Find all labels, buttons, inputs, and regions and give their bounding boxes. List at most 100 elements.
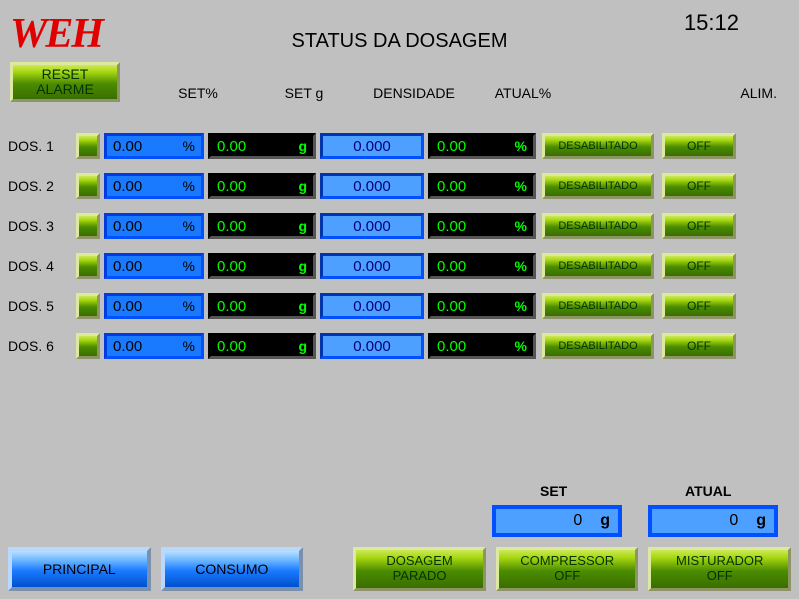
row-label: DOS. 2 bbox=[8, 178, 76, 194]
row-indicator-button[interactable] bbox=[76, 213, 100, 239]
set-g-field: 0.00 g bbox=[208, 293, 316, 319]
misturador-button[interactable]: MISTURADOR OFF bbox=[648, 547, 791, 591]
set-pct-value: 0.00 bbox=[113, 258, 142, 275]
densidade-field[interactable]: 0.000 bbox=[320, 253, 424, 279]
principal-button[interactable]: PRINCIPAL bbox=[8, 547, 151, 591]
set-g-field: 0.00 g bbox=[208, 173, 316, 199]
set-pct-field[interactable]: 0.00 % bbox=[104, 213, 204, 239]
set-g-field: 0.00 g bbox=[208, 333, 316, 359]
alim-button[interactable]: OFF bbox=[662, 173, 736, 199]
set-pct-field[interactable]: 0.00 % bbox=[104, 173, 204, 199]
set-pct-value: 0.00 bbox=[113, 178, 142, 195]
unit-pct: % bbox=[515, 218, 527, 234]
densidade-field[interactable]: 0.000 bbox=[320, 213, 424, 239]
consumo-button[interactable]: CONSUMO bbox=[161, 547, 304, 591]
table-row: DOS. 1 0.00 % 0.00 g 0.000 0.00 % DESABI… bbox=[8, 126, 791, 166]
row-indicator-button[interactable] bbox=[76, 293, 100, 319]
densidade-field[interactable]: 0.000 bbox=[320, 133, 424, 159]
alim-button[interactable]: OFF bbox=[662, 293, 736, 319]
set-pct-field[interactable]: 0.00 % bbox=[104, 133, 204, 159]
page-title: STATUS DA DOSAGEM bbox=[0, 30, 799, 53]
dosagem-button[interactable]: DOSAGEM PARADO bbox=[353, 547, 486, 591]
row-label: DOS. 1 bbox=[8, 138, 76, 154]
habilitado-button[interactable]: DESABILITADO bbox=[542, 293, 654, 319]
rows-container: DOS. 1 0.00 % 0.00 g 0.000 0.00 % DESABI… bbox=[8, 126, 791, 366]
hdr-densidade: DENSIDADE bbox=[360, 85, 468, 101]
densidade-field[interactable]: 0.000 bbox=[320, 173, 424, 199]
set-g-field: 0.00 g bbox=[208, 133, 316, 159]
reset-label: RESET ALARME bbox=[36, 67, 94, 98]
habilitado-button[interactable]: DESABILITADO bbox=[542, 253, 654, 279]
set-g-value: 0.00 bbox=[217, 258, 246, 275]
table-row: DOS. 2 0.00 % 0.00 g 0.000 0.00 % DESABI… bbox=[8, 166, 791, 206]
unit-pct: % bbox=[515, 138, 527, 154]
hdr-set-pct: SET% bbox=[148, 85, 248, 101]
row-label: DOS. 4 bbox=[8, 258, 76, 274]
densidade-field[interactable]: 0.000 bbox=[320, 333, 424, 359]
atual-pct-field: 0.00 % bbox=[428, 173, 536, 199]
atual-pct-value: 0.00 bbox=[437, 178, 466, 195]
unit-g: g bbox=[298, 138, 307, 154]
unit-pct: % bbox=[183, 338, 195, 354]
set-g-field: 0.00 g bbox=[208, 253, 316, 279]
alim-button[interactable]: OFF bbox=[662, 213, 736, 239]
unit-pct: % bbox=[183, 178, 195, 194]
row-indicator-button[interactable] bbox=[76, 253, 100, 279]
lower-atual-unit: g bbox=[756, 512, 766, 530]
reset-alarme-button[interactable]: RESET ALARME bbox=[10, 62, 120, 102]
hdr-set-g: SET g bbox=[248, 85, 360, 101]
habilitado-button[interactable]: DESABILITADO bbox=[542, 133, 654, 159]
row-indicator-button[interactable] bbox=[76, 173, 100, 199]
unit-g: g bbox=[298, 338, 307, 354]
set-g-field: 0.00 g bbox=[208, 213, 316, 239]
lower-atual-value: 0 bbox=[729, 512, 738, 530]
row-label: DOS. 3 bbox=[8, 218, 76, 234]
densidade-value: 0.000 bbox=[353, 178, 391, 195]
lower-set-field[interactable]: 0 g bbox=[492, 505, 622, 537]
compressor-label: COMPRESSOR OFF bbox=[520, 554, 614, 584]
set-pct-field[interactable]: 0.00 % bbox=[104, 333, 204, 359]
alim-button[interactable]: OFF bbox=[662, 333, 736, 359]
row-indicator-button[interactable] bbox=[76, 333, 100, 359]
atual-pct-field: 0.00 % bbox=[428, 253, 536, 279]
set-pct-value: 0.00 bbox=[113, 338, 142, 355]
densidade-value: 0.000 bbox=[353, 258, 391, 275]
set-g-value: 0.00 bbox=[217, 298, 246, 315]
set-pct-value: 0.00 bbox=[113, 218, 142, 235]
table-row: DOS. 6 0.00 % 0.00 g 0.000 0.00 % DESABI… bbox=[8, 326, 791, 366]
unit-g: g bbox=[298, 258, 307, 274]
set-g-value: 0.00 bbox=[217, 138, 246, 155]
set-g-value: 0.00 bbox=[217, 338, 246, 355]
alim-button[interactable]: OFF bbox=[662, 133, 736, 159]
unit-pct: % bbox=[515, 178, 527, 194]
unit-pct: % bbox=[183, 258, 195, 274]
set-pct-field[interactable]: 0.00 % bbox=[104, 253, 204, 279]
habilitado-button[interactable]: DESABILITADO bbox=[542, 333, 654, 359]
densidade-value: 0.000 bbox=[353, 298, 391, 315]
densidade-field[interactable]: 0.000 bbox=[320, 293, 424, 319]
atual-pct-value: 0.00 bbox=[437, 298, 466, 315]
atual-pct-value: 0.00 bbox=[437, 138, 466, 155]
table-row: DOS. 5 0.00 % 0.00 g 0.000 0.00 % DESABI… bbox=[8, 286, 791, 326]
habilitado-button[interactable]: DESABILITADO bbox=[542, 173, 654, 199]
clock: 15:12 bbox=[684, 10, 739, 36]
atual-pct-field: 0.00 % bbox=[428, 213, 536, 239]
lower-set-label: SET bbox=[540, 483, 567, 499]
atual-pct-field: 0.00 % bbox=[428, 293, 536, 319]
unit-pct: % bbox=[515, 298, 527, 314]
hdr-alim: ALIM. bbox=[740, 85, 777, 101]
densidade-value: 0.000 bbox=[353, 338, 391, 355]
lower-set-unit: g bbox=[600, 512, 610, 530]
bottom-bar: PRINCIPAL CONSUMO DOSAGEM PARADO COMPRES… bbox=[8, 547, 791, 591]
row-indicator-button[interactable] bbox=[76, 133, 100, 159]
alim-button[interactable]: OFF bbox=[662, 253, 736, 279]
compressor-button[interactable]: COMPRESSOR OFF bbox=[496, 547, 639, 591]
unit-pct: % bbox=[183, 138, 195, 154]
unit-pct: % bbox=[515, 338, 527, 354]
habilitado-button[interactable]: DESABILITADO bbox=[542, 213, 654, 239]
atual-pct-value: 0.00 bbox=[437, 258, 466, 275]
set-pct-field[interactable]: 0.00 % bbox=[104, 293, 204, 319]
atual-pct-field: 0.00 % bbox=[428, 133, 536, 159]
atual-pct-value: 0.00 bbox=[437, 218, 466, 235]
set-g-value: 0.00 bbox=[217, 178, 246, 195]
